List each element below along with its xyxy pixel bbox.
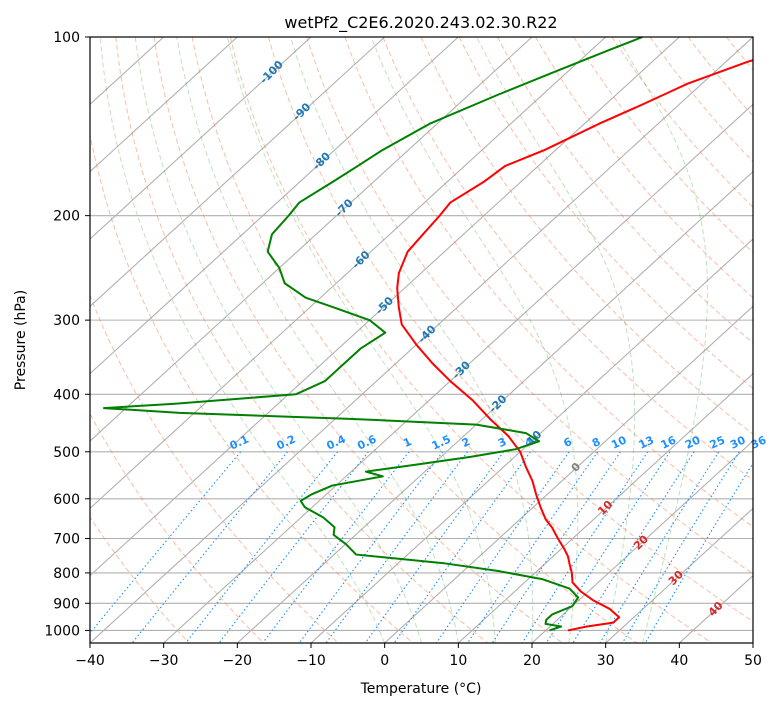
y-tick-label: 100	[53, 30, 80, 46]
x-tick-label: 0	[380, 653, 389, 669]
y-tick-label: 800	[53, 566, 80, 582]
y-tick-label: 900	[53, 596, 80, 612]
x-tick-label: −30	[149, 653, 179, 669]
y-tick-label: 700	[53, 532, 80, 548]
y-tick-label: 600	[53, 492, 80, 508]
y-tick-label: 300	[53, 313, 80, 329]
y-axis-label: Pressure (hPa)	[13, 290, 29, 390]
y-tick-label: 500	[53, 445, 80, 461]
x-axis-label: Temperature (°C)	[360, 681, 482, 697]
x-tick-label: −10	[296, 653, 326, 669]
y-tick-label: 1000	[44, 623, 80, 639]
x-tick-label: 20	[523, 653, 541, 669]
x-tick-label: 30	[597, 653, 615, 669]
chart-title: wetPf2_C2E6.2020.243.02.30.R22	[284, 13, 557, 33]
x-tick-label: −20	[223, 653, 253, 669]
x-tick-label: 40	[670, 653, 688, 669]
y-tick-label: 400	[53, 387, 80, 403]
x-tick-label: 10	[449, 653, 467, 669]
x-tick-label: −40	[75, 653, 105, 669]
x-tick-label: 50	[744, 653, 762, 669]
y-tick-label: 200	[53, 209, 80, 225]
